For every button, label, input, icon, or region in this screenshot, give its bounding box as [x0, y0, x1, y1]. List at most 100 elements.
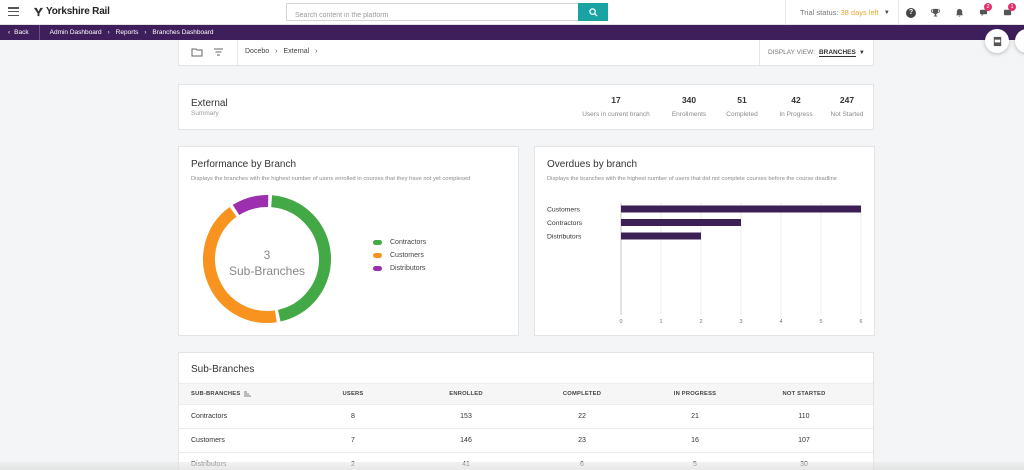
messages-button[interactable]: 2: [971, 0, 995, 25]
donut-center-number: 3: [264, 248, 271, 262]
x-tick-label: 4: [779, 319, 782, 325]
x-tick-label: 5: [819, 319, 822, 325]
search-input[interactable]: [287, 7, 577, 24]
chevron-right-icon: ›: [315, 48, 318, 55]
cell-not-started: 107: [798, 437, 810, 444]
sub-branches-title: Sub-Branches: [191, 364, 255, 375]
search-icon: [588, 7, 598, 17]
search-button[interactable]: [578, 3, 608, 21]
breadcrumb-reports[interactable]: Reports: [115, 29, 139, 36]
bar-contractors[interactable]: [621, 219, 741, 226]
x-tick-label: 6: [859, 319, 862, 325]
summary-subtitle: Summary: [191, 110, 219, 117]
logo-mark-icon: [33, 7, 44, 17]
chevron-down-icon: ▼: [883, 9, 890, 16]
brand-logo[interactable]: Yorkshire Rail: [33, 6, 110, 17]
cell-sub-branch: Contractors: [191, 413, 228, 420]
stat-value: 340: [681, 95, 697, 105]
side-panel-button[interactable]: [1015, 29, 1024, 53]
stat-label: Completed: [726, 111, 758, 118]
back-button[interactable]: ‹ Back: [0, 25, 40, 40]
back-label: Back: [14, 29, 29, 36]
help-button[interactable]: ?: [899, 0, 923, 25]
menu-icon[interactable]: [8, 7, 19, 17]
summary-card: External Summary 17 Users in current bra…: [178, 84, 874, 130]
trial-status-label: Trial status:: [800, 8, 839, 17]
toolbar-divider: [237, 40, 238, 65]
legend-item-customers[interactable]: Customers: [373, 252, 426, 259]
cell-users: 7: [351, 437, 355, 444]
display-view-select[interactable]: DISPLAY VIEW: BRANCHES ▼: [759, 40, 865, 65]
column-header-completed[interactable]: COMPLETED: [562, 391, 602, 397]
folder-path-root[interactable]: Docebo: [245, 48, 270, 55]
breadcrumb: Admin Dashboard › Reports › Branches Das…: [40, 29, 214, 36]
stat-label: In Progress: [779, 111, 813, 118]
help-icon: ?: [906, 7, 916, 18]
legend-label: Contractors: [390, 239, 427, 246]
inbox-icon: [1003, 9, 1011, 16]
sub-branches-card: Sub-Branches SUB-BRANCHES USERS ENROLLED…: [178, 352, 874, 470]
bar-customers[interactable]: [621, 205, 861, 213]
donut-slice-distributors[interactable]: [232, 195, 269, 216]
notifications-button[interactable]: [947, 0, 971, 25]
folder-navigation-bar: Docebo › External › DISPLAY VIEW: BRANCH…: [178, 40, 874, 66]
chat-icon: [979, 9, 987, 17]
cell-in-progress: 16: [691, 437, 699, 444]
legend-item-contractors[interactable]: Contractors: [373, 239, 426, 246]
performance-subtitle: Displays the branches with the highest n…: [191, 176, 471, 182]
stat-value: 17: [611, 95, 621, 105]
trophy-icon: [930, 8, 940, 17]
donut-slice-contractors[interactable]: [270, 195, 331, 322]
top-icon-group: ? 2 1: [898, 0, 1019, 25]
breadcrumb-admin-dashboard[interactable]: Admin Dashboard: [49, 29, 102, 36]
cell-sub-branch: Customers: [191, 437, 225, 444]
stat-label: Not Started: [830, 111, 864, 118]
folder-icon[interactable]: [191, 47, 203, 57]
inbox-button[interactable]: 1: [995, 0, 1019, 25]
overdues-subtitle: Displays the branches with the highest n…: [547, 176, 838, 182]
top-navigation-bar: Yorkshire Rail Trial status: 38 days lef…: [0, 0, 1024, 25]
cell-not-started: 110: [798, 413, 810, 420]
stat-label: Users in current branch: [582, 111, 650, 118]
table-row[interactable]: Contractors 8 153 22 21 110: [179, 405, 873, 429]
column-header-users[interactable]: USERS: [342, 391, 364, 397]
achievements-button[interactable]: [923, 0, 947, 25]
filter-icon[interactable]: [213, 47, 224, 57]
column-header-enrolled[interactable]: ENROLLED: [449, 391, 483, 397]
breadcrumb-branches-dashboard: Branches Dashboard: [152, 29, 214, 36]
chevron-right-icon: ›: [275, 48, 278, 55]
bell-icon: [955, 8, 963, 17]
x-tick-label: 3: [739, 319, 742, 325]
stat-enrollments: 340 Enrollments: [663, 95, 715, 118]
messages-badge: 2: [984, 3, 992, 11]
y-category-label: Contractors: [547, 220, 583, 227]
pdf-export-button[interactable]: [985, 29, 1009, 53]
stat-value: 51: [737, 95, 747, 105]
table-header: SUB-BRANCHES USERS ENROLLED COMPLETED IN…: [179, 383, 873, 405]
legend-item-distributors[interactable]: Distributors: [373, 265, 426, 272]
search-box: [286, 3, 608, 24]
legend-swatch: [373, 253, 382, 258]
table-row[interactable]: Customers 7 146 23 16 107: [179, 429, 873, 453]
column-header-in-progress[interactable]: IN PROGRESS: [673, 391, 717, 397]
stat-label: Enrollments: [671, 111, 707, 118]
performance-title: Performance by Branch: [191, 159, 297, 170]
inbox-badge: 1: [1008, 3, 1016, 11]
y-category-label: Customers: [547, 207, 580, 214]
overdues-title: Overdues by branch: [547, 159, 638, 170]
donut-slice-customers[interactable]: [203, 207, 277, 323]
breadcrumb-bar: ‹ Back Admin Dashboard › Reports › Branc…: [0, 25, 1024, 40]
legend-label: Customers: [390, 252, 424, 259]
folder-path-current[interactable]: External: [283, 48, 310, 55]
summary-title: External: [191, 98, 228, 109]
cell-completed: 23: [578, 437, 586, 444]
column-header-sub-branches[interactable]: SUB-BRANCHES: [191, 384, 252, 404]
bar-distributors[interactable]: [621, 232, 701, 240]
y-category-label: Distributors: [547, 234, 582, 241]
overdues-bar-chart: 0 1 2 3 4 5 6 Customers Contractors Distributors: [547, 203, 863, 325]
trial-status[interactable]: Trial status: 38 days left ▼: [785, 0, 890, 25]
chevron-right-icon: ›: [107, 29, 110, 36]
cell-enrolled: 146: [460, 437, 472, 444]
column-header-not-started[interactable]: NOT STARTED: [782, 391, 826, 397]
stat-not-started: 247 Not Started: [825, 95, 869, 118]
